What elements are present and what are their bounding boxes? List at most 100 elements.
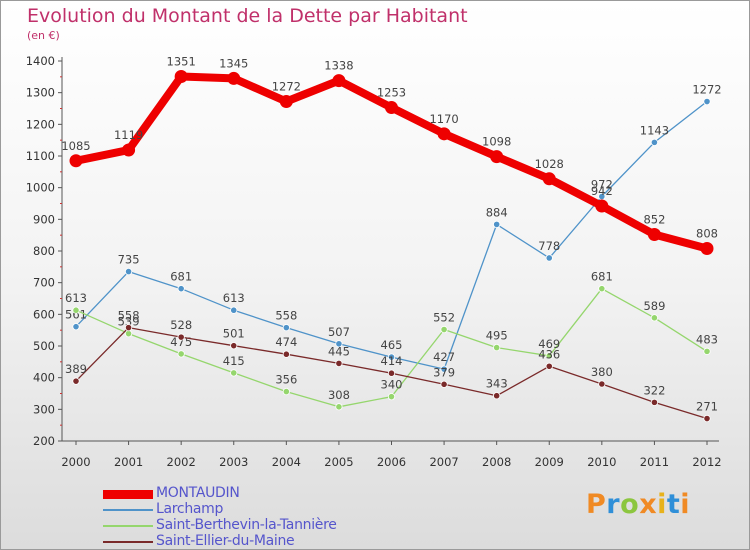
data-label-saint-ellier-du-maine: 379 [433,365,455,379]
data-label-montaudin: 942 [591,184,613,198]
data-label-larchamp: 561 [65,308,87,322]
data-point-saint-berthevin-la-tanni-re [703,347,711,355]
data-label-saint-berthevin-la-tanni-re: 681 [591,270,613,284]
data-label-saint-berthevin-la-tanni-re: 340 [381,378,403,392]
data-point-saint-ellier-du-maine [230,342,238,350]
data-label-larchamp: 884 [486,205,508,219]
y-tick-label: 300 [33,402,55,416]
data-point-larchamp [282,324,290,332]
data-point-saint-berthevin-la-tanni-re [335,403,343,411]
data-label-larchamp: 778 [538,239,560,253]
data-point-montaudin [437,127,451,141]
data-label-montaudin: 1119 [114,128,143,142]
y-tick-label: 1000 [26,181,55,195]
legend-label: Saint-Ellier-du-Maine [156,533,295,549]
legend-label: Larchamp [156,501,224,517]
data-label-saint-berthevin-la-tanni-re: 483 [696,332,718,346]
data-label-montaudin: 1351 [167,55,196,69]
data-label-saint-ellier-du-maine: 343 [486,377,508,391]
data-point-saint-ellier-du-maine [124,324,133,332]
legend-swatch [103,489,153,499]
data-point-montaudin [332,74,346,88]
data-point-saint-ellier-du-maine [440,380,448,388]
data-label-larchamp: 972 [591,178,613,192]
y-tick-label: 600 [33,307,55,321]
y-tick-label: 1300 [26,86,55,100]
data-label-saint-berthevin-la-tanni-re: 356 [275,373,297,387]
x-tick-label: 2007 [429,455,458,469]
data-point-saint-berthevin-la-tanni-re [493,343,501,352]
data-label-montaudin: 808 [696,226,718,240]
chart-unit-label: (en €) [27,29,60,42]
y-tick-label: 1100 [26,149,55,163]
data-label-saint-ellier-du-maine: 501 [223,327,245,341]
data-label-saint-ellier-du-maine: 414 [381,354,403,368]
data-point-montaudin [700,241,714,255]
data-point-montaudin [595,199,609,213]
data-label-larchamp: 1143 [640,123,669,137]
data-label-saint-ellier-du-maine: 389 [65,362,87,376]
data-point-larchamp [650,138,659,146]
data-label-larchamp: 735 [118,253,140,267]
data-label-montaudin: 1253 [377,86,406,100]
data-point-montaudin [227,71,241,85]
legend-label: Saint-Berthevin-la-Tannière [156,517,337,533]
data-point-montaudin [279,95,293,109]
data-point-saint-berthevin-la-tanni-re [282,387,290,396]
legend-swatch [103,509,153,511]
x-tick-label: 2006 [377,455,406,469]
y-tick-label: 800 [33,244,55,258]
data-point-larchamp [703,97,711,106]
data-point-saint-ellier-du-maine [650,398,659,406]
data-point-saint-ellier-du-maine [335,359,343,368]
data-point-saint-ellier-du-maine [387,369,396,377]
data-label-montaudin: 1170 [429,112,458,126]
x-tick-label: 2000 [61,455,90,469]
data-point-larchamp [335,340,343,348]
chart-title: Evolution du Montant de la Dette par Hab… [27,5,468,27]
data-label-larchamp: 507 [328,325,350,339]
data-point-larchamp [387,353,396,361]
data-point-larchamp [72,323,80,331]
data-point-saint-berthevin-la-tanni-re [124,330,133,338]
data-label-saint-berthevin-la-tanni-re: 539 [118,315,140,329]
data-point-montaudin [69,154,83,168]
data-point-saint-ellier-du-maine [282,350,290,358]
data-point-larchamp [545,254,553,262]
data-label-montaudin: 852 [643,213,665,227]
data-label-montaudin: 1085 [61,139,90,153]
data-point-saint-ellier-du-maine [72,377,80,385]
data-label-saint-ellier-du-maine: 271 [696,400,718,414]
data-point-saint-berthevin-la-tanni-re [230,369,238,377]
x-tick-label: 2008 [482,455,511,469]
proxiti-logo: Proxiti [586,489,691,520]
data-point-saint-ellier-du-maine [703,414,711,423]
data-point-saint-berthevin-la-tanni-re [545,352,553,360]
legend-label: MONTAUDIN [156,485,240,501]
data-point-montaudin [122,143,136,157]
data-label-larchamp: 681 [170,270,192,284]
data-label-larchamp: 427 [433,350,455,364]
data-point-larchamp [493,220,501,228]
y-tick-label: 400 [33,371,55,385]
y-tick-label: 1200 [26,117,55,131]
x-tick-label: 2004 [272,455,301,469]
y-tick-label: 1400 [26,54,55,68]
data-label-saint-berthevin-la-tanni-re: 589 [643,299,665,313]
data-point-montaudin [174,70,188,84]
x-tick-label: 2002 [167,455,196,469]
x-tick-label: 2009 [535,455,564,469]
data-label-montaudin: 1098 [482,135,511,149]
data-point-montaudin [647,228,661,242]
x-tick-label: 2010 [587,455,616,469]
data-point-montaudin [385,101,398,115]
y-tick-label: 900 [33,212,55,226]
y-tick-label: 700 [33,276,55,290]
legend-swatch [103,541,153,543]
data-label-saint-berthevin-la-tanni-re: 469 [538,337,560,351]
data-label-larchamp: 465 [381,338,403,352]
data-point-montaudin [490,150,504,164]
x-tick-label: 2012 [692,455,721,469]
